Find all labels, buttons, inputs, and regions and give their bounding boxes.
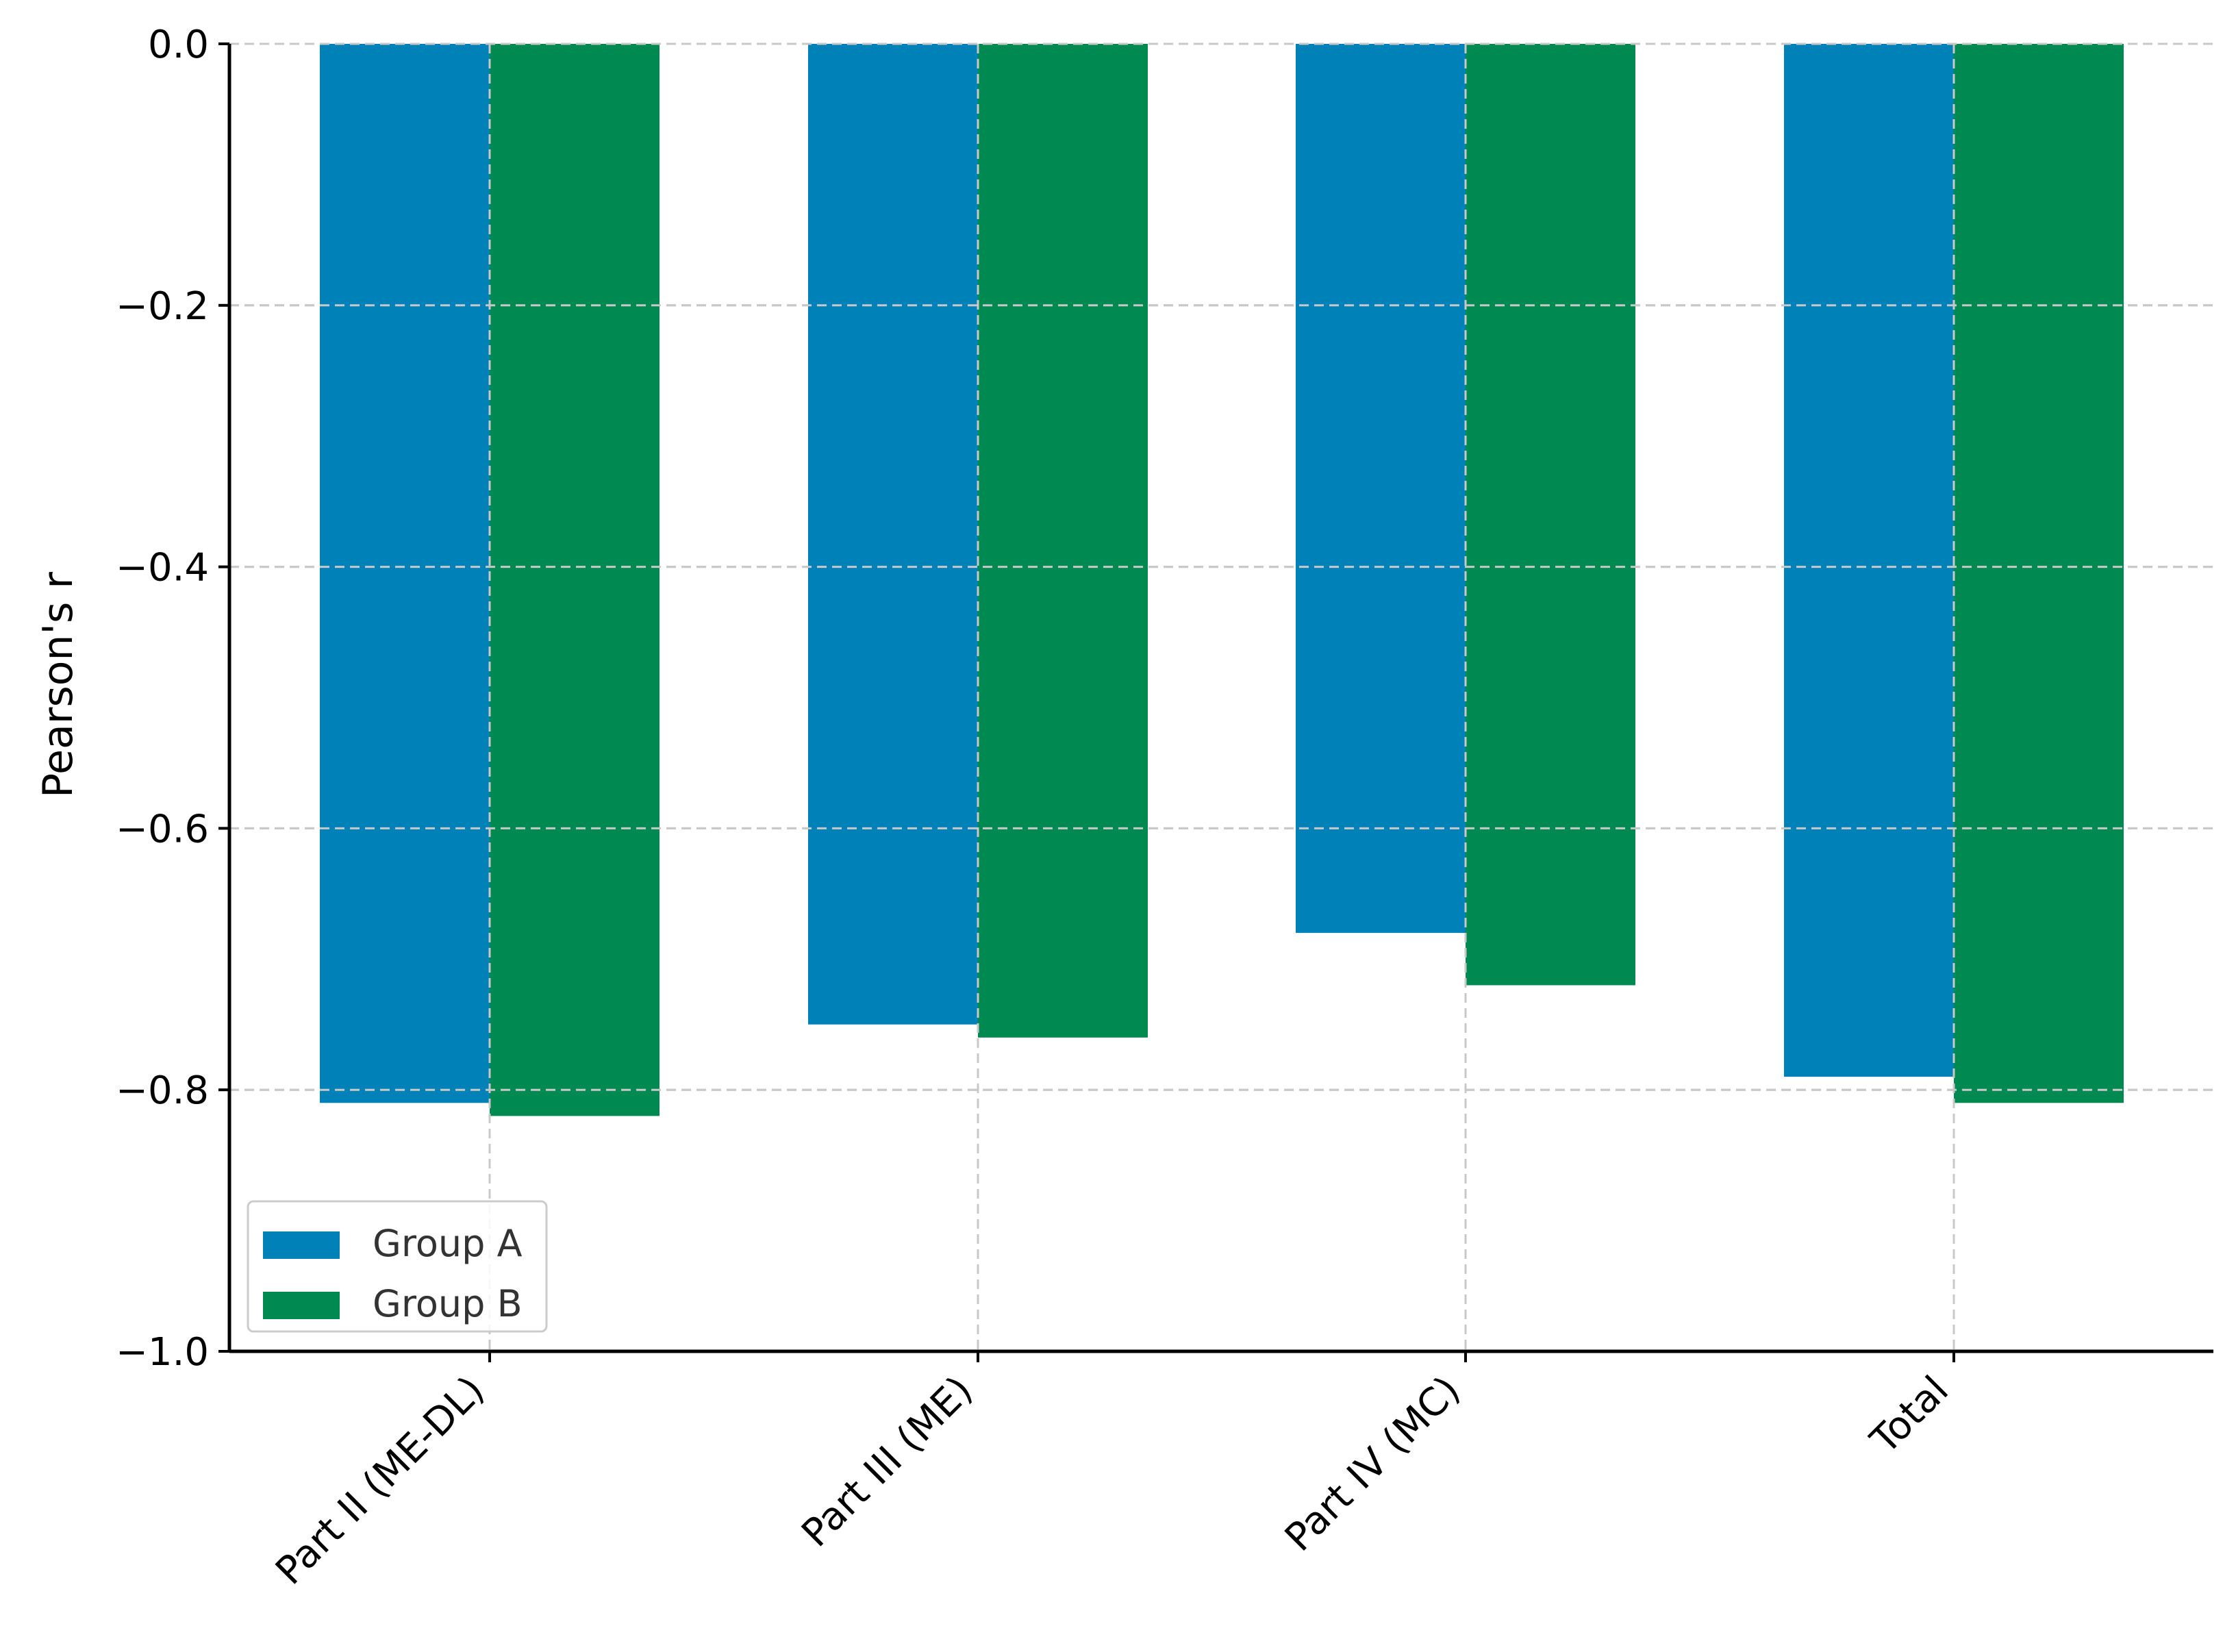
legend: Group A Group B xyxy=(247,1200,548,1333)
x-tick-label: Part IV (MC) xyxy=(1277,1368,1469,1560)
axes xyxy=(218,42,2213,1362)
y-tick-label: −1.0 xyxy=(116,1330,209,1375)
y-tick-label: −0.4 xyxy=(116,546,209,590)
bar-group-a xyxy=(320,44,490,1103)
x-tick-label: Part II (ME-DL) xyxy=(267,1368,493,1594)
legend-label: Group A xyxy=(373,1222,523,1265)
x-tick-label: Total xyxy=(1862,1368,1957,1463)
y-tick-label: −0.8 xyxy=(116,1068,209,1113)
bar-group-b xyxy=(490,44,660,1116)
bar-group-b xyxy=(1466,44,1635,986)
bars xyxy=(229,42,2213,1353)
bar-group-a xyxy=(1296,44,1466,934)
bar-group-a xyxy=(808,44,978,1025)
bar-group-b xyxy=(1954,44,2124,1103)
y-tick-label: 0.0 xyxy=(148,23,209,67)
y-axis-title: Pearson's r xyxy=(34,572,82,798)
y-tick-label: −0.2 xyxy=(116,284,209,329)
bar-group-a xyxy=(1784,44,1954,1077)
x-tick-label: Part III (ME) xyxy=(793,1368,981,1555)
y-tick-label: −0.6 xyxy=(116,807,209,851)
bar-group-b xyxy=(978,44,1148,1038)
legend-swatch xyxy=(263,1292,340,1319)
legend-label: Group B xyxy=(373,1282,523,1325)
legend-swatch xyxy=(263,1231,340,1259)
